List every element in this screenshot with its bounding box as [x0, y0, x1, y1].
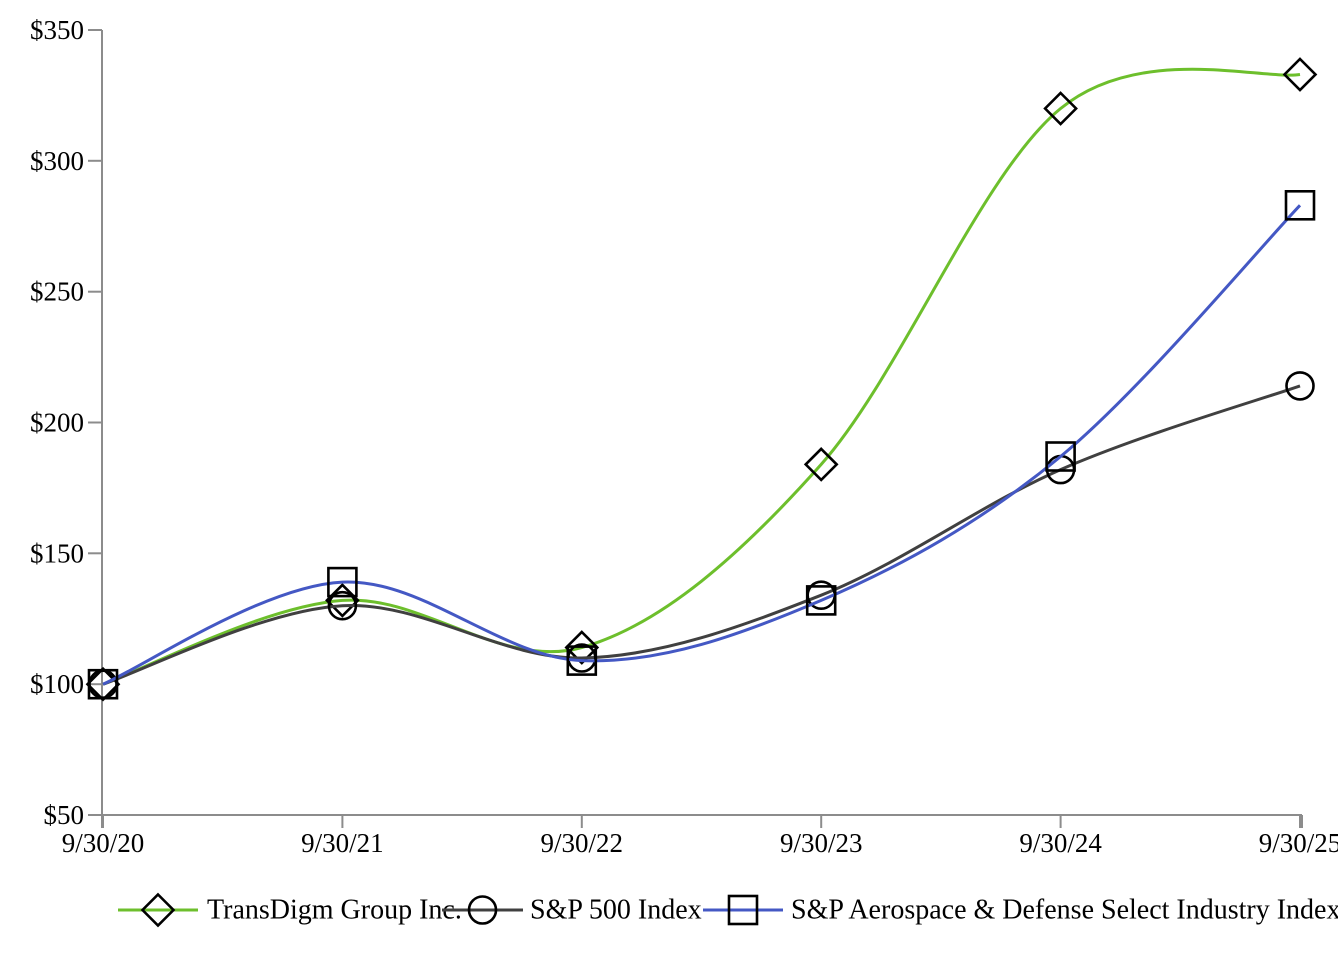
series-line-aerospace-defense-index: [102, 204, 1302, 686]
series-markers-aerospace-defense-index: [87, 190, 1316, 700]
circle-icon: [467, 895, 498, 925]
circle-marker-sp500-index-9/30/21: [327, 590, 358, 621]
square-marker-aerospace-defense-index-9/30/25: [1284, 190, 1316, 221]
legend-label-aerospace-defense-index: S&P Aerospace & Defense Select Industry …: [791, 895, 1338, 926]
x-axis-ticks: [102, 815, 1303, 828]
legend-item-transdigm: TransDigm Group Inc.: [118, 895, 462, 926]
diamond-marker-transdigm-9/30/22: [564, 630, 600, 665]
legend-item-sp500-index: S&P 500 Index: [442, 895, 702, 926]
square-marker-aerospace-defense-index-9/30/22: [566, 645, 598, 676]
x-axis-labels: 9/30/20 9/30/21 9/30/22 9/30/23 9/30/24 9/30/…: [62, 828, 1338, 858]
diamond-marker-transdigm-9/30/23: [803, 447, 839, 482]
circle-marker-sp500-index-9/30/25: [1285, 371, 1315, 401]
y-tick-label: $150: [30, 538, 84, 568]
square-marker-aerospace-defense-index-9/30/24: [1045, 441, 1076, 472]
legend-item-aerospace-defense-index: S&P Aerospace & Defense Select Industry …: [703, 895, 1338, 926]
diamond-marker-transdigm-9/30/25: [1282, 57, 1318, 92]
y-tick-label: $300: [30, 146, 84, 176]
series-line-transdigm: [102, 67, 1301, 686]
legend-marker-aerospace-defense-index: [727, 894, 759, 926]
series-sp500-index: [102, 384, 1301, 686]
square-marker-aerospace-defense-index-9/30/23: [805, 585, 837, 616]
square-marker-aerospace-defense-index-9/30/21: [327, 566, 358, 598]
series-transdigm: [102, 67, 1301, 686]
y-tick-label: $50: [44, 800, 85, 830]
axes: [88, 30, 1302, 828]
y-tick-label: $250: [30, 277, 84, 307]
square-marker-aerospace-defense-index-9/30/20: [87, 668, 119, 700]
y-axis-labels: $50 $100 $150 $200 $250 $300 $350: [30, 15, 84, 830]
series-markers-transdigm: [85, 57, 1318, 702]
legend-label-sp500-index: S&P 500 Index: [530, 895, 702, 926]
x-tick-label: 9/30/23: [780, 828, 863, 858]
legend-marker-sp500-index: [467, 895, 498, 925]
series-aerospace-defense-index: [102, 204, 1302, 686]
diamond-marker-transdigm-9/30/24: [1043, 91, 1078, 126]
legend-marker-transdigm: [140, 892, 176, 928]
x-tick-label: 9/30/20: [62, 828, 145, 858]
series-markers-sp500-index: [88, 371, 1315, 700]
x-tick-label: 9/30/21: [301, 828, 384, 858]
series-line-sp500-index: [102, 384, 1301, 686]
y-tick-label: $200: [30, 408, 84, 438]
x-tick-label: 9/30/25: [1259, 828, 1338, 858]
y-tick-label: $100: [30, 669, 84, 699]
legend-label-transdigm: TransDigm Group Inc.: [207, 895, 462, 926]
y-tick-label: $350: [30, 15, 84, 45]
x-tick-label: 9/30/22: [541, 828, 624, 858]
x-tick-label: 9/30/24: [1019, 828, 1102, 858]
square-icon: [727, 894, 759, 926]
diamond-icon: [140, 892, 176, 928]
